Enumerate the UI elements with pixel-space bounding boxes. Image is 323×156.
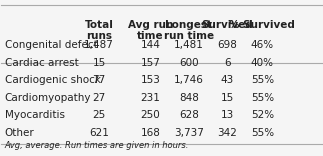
Text: 15: 15 — [92, 58, 106, 68]
Text: Other: Other — [5, 128, 34, 138]
Text: 46%: 46% — [251, 40, 274, 50]
Text: 13: 13 — [221, 110, 234, 120]
Text: 27: 27 — [92, 93, 106, 103]
Text: 168: 168 — [141, 128, 160, 138]
Text: 77: 77 — [92, 75, 106, 85]
Text: Cardiomyopathy: Cardiomyopathy — [5, 93, 91, 103]
Text: 52%: 52% — [251, 110, 274, 120]
Text: 25: 25 — [92, 110, 106, 120]
Text: 157: 157 — [141, 58, 160, 68]
Text: Total
runs: Total runs — [85, 20, 113, 41]
Text: 231: 231 — [141, 93, 160, 103]
Text: Cardiac arrest: Cardiac arrest — [5, 58, 78, 68]
Text: Survived: Survived — [201, 20, 253, 30]
Text: 55%: 55% — [251, 128, 274, 138]
Text: 1,487: 1,487 — [84, 40, 114, 50]
Text: 698: 698 — [217, 40, 237, 50]
Text: 144: 144 — [141, 40, 160, 50]
Text: 1,481: 1,481 — [174, 40, 204, 50]
Text: 848: 848 — [179, 93, 199, 103]
Text: 1,746: 1,746 — [174, 75, 204, 85]
Text: Avg run
time: Avg run time — [128, 20, 173, 41]
Text: 600: 600 — [179, 58, 199, 68]
Text: 3,737: 3,737 — [174, 128, 204, 138]
Text: Longest
run time: Longest run time — [164, 20, 214, 41]
Text: 628: 628 — [179, 110, 199, 120]
Text: Avg, average. Run times are given in hours.: Avg, average. Run times are given in hou… — [5, 141, 189, 150]
Text: 43: 43 — [221, 75, 234, 85]
Text: 250: 250 — [141, 110, 160, 120]
Text: 342: 342 — [217, 128, 237, 138]
Text: 55%: 55% — [251, 75, 274, 85]
Text: Cardiogenic shock: Cardiogenic shock — [5, 75, 100, 85]
Text: 55%: 55% — [251, 93, 274, 103]
Text: 621: 621 — [89, 128, 109, 138]
Text: Congenital defect: Congenital defect — [5, 40, 97, 50]
Text: 153: 153 — [141, 75, 160, 85]
Text: 15: 15 — [221, 93, 234, 103]
Text: 6: 6 — [224, 58, 230, 68]
Text: 40%: 40% — [251, 58, 274, 68]
Text: % Survived: % Survived — [229, 20, 295, 30]
Text: Myocarditis: Myocarditis — [5, 110, 65, 120]
